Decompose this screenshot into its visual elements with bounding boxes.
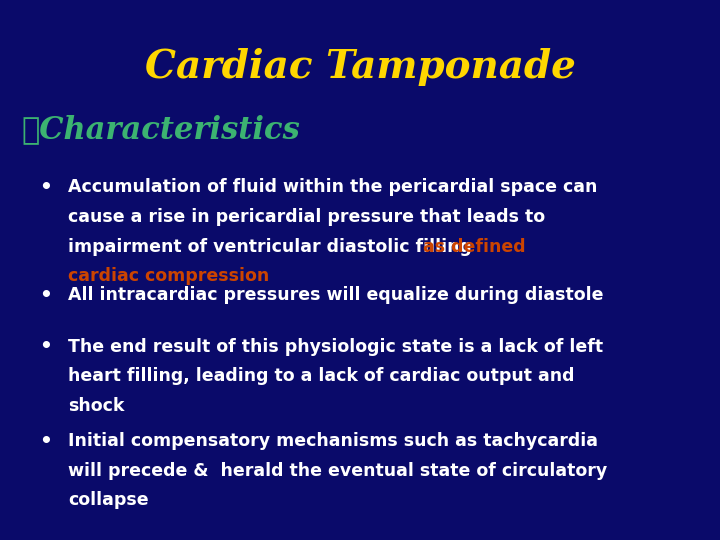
Text: All intracardiac pressures will equalize during diastole: All intracardiac pressures will equalize… [68,286,604,304]
Text: •: • [40,432,53,451]
Text: collapse: collapse [68,491,149,509]
Text: Accumulation of fluid within the pericardial space can: Accumulation of fluid within the pericar… [68,178,598,196]
Text: impairment of ventricular diastolic filling: impairment of ventricular diastolic fill… [68,238,478,255]
Text: cause a rise in pericardial pressure that leads to: cause a rise in pericardial pressure tha… [68,208,546,226]
Text: will precede &  herald the eventual state of circulatory: will precede & herald the eventual state… [68,462,608,480]
Text: •: • [40,338,53,356]
Text: The end result of this physiologic state is a lack of left: The end result of this physiologic state… [68,338,603,355]
Text: •: • [40,286,53,305]
Text: •: • [40,178,53,197]
Text: Cardiac Tamponade: Cardiac Tamponade [145,49,575,86]
Text: as defined: as defined [423,238,526,255]
Text: Initial compensatory mechanisms such as tachycardia: Initial compensatory mechanisms such as … [68,432,598,450]
Text: heart filling, leading to a lack of cardiac output and: heart filling, leading to a lack of card… [68,367,575,385]
Text: ➤Characteristics: ➤Characteristics [22,114,300,145]
Text: shock: shock [68,397,125,415]
Text: cardiac compression: cardiac compression [68,267,270,285]
